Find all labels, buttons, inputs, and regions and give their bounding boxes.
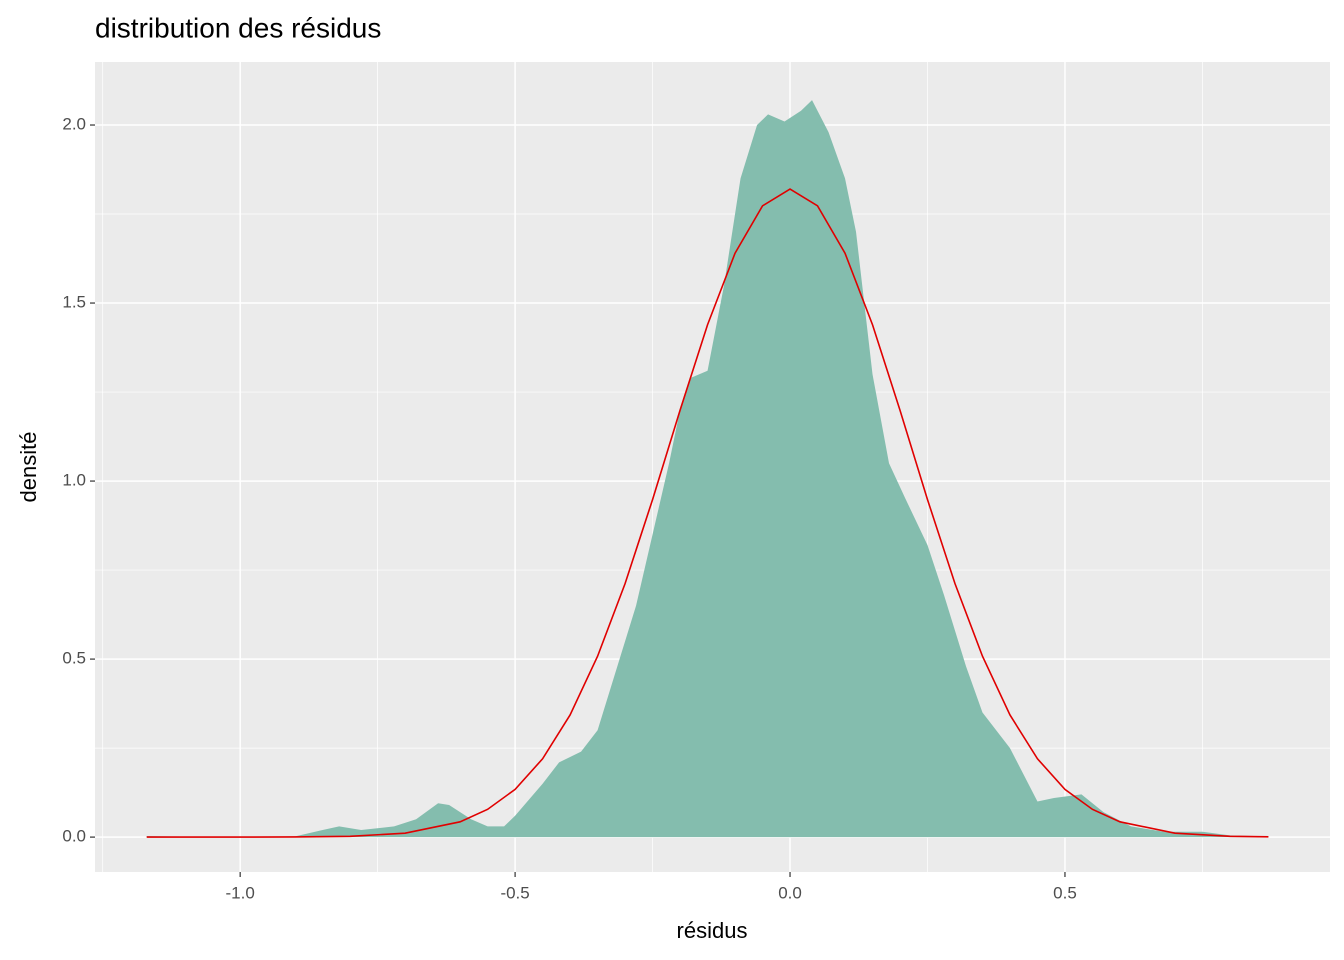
- x-axis-title: résidus: [677, 918, 748, 943]
- axes: -1.0 -0.5 0.0 0.5 0.0 0.5 1.0 1.5 2.0: [62, 115, 1076, 903]
- y-tick-label: 1.0: [62, 471, 86, 490]
- x-tick-label: -0.5: [500, 883, 529, 902]
- chart-title: distribution des résidus: [95, 12, 381, 43]
- density-area: [146, 100, 1269, 838]
- y-tick-label: 0.0: [62, 827, 86, 846]
- y-tick-label: 1.5: [62, 293, 86, 312]
- y-tick-label: 0.5: [62, 649, 86, 668]
- normal-curve: [146, 188, 1269, 838]
- x-tick-label: 0.0: [778, 883, 802, 902]
- y-axis-title: densité: [16, 432, 41, 503]
- y-tick-label: 2.0: [62, 115, 86, 134]
- x-tick-label: 0.5: [1053, 883, 1077, 902]
- x-tick-label: -1.0: [226, 883, 255, 902]
- marks: [146, 100, 1269, 838]
